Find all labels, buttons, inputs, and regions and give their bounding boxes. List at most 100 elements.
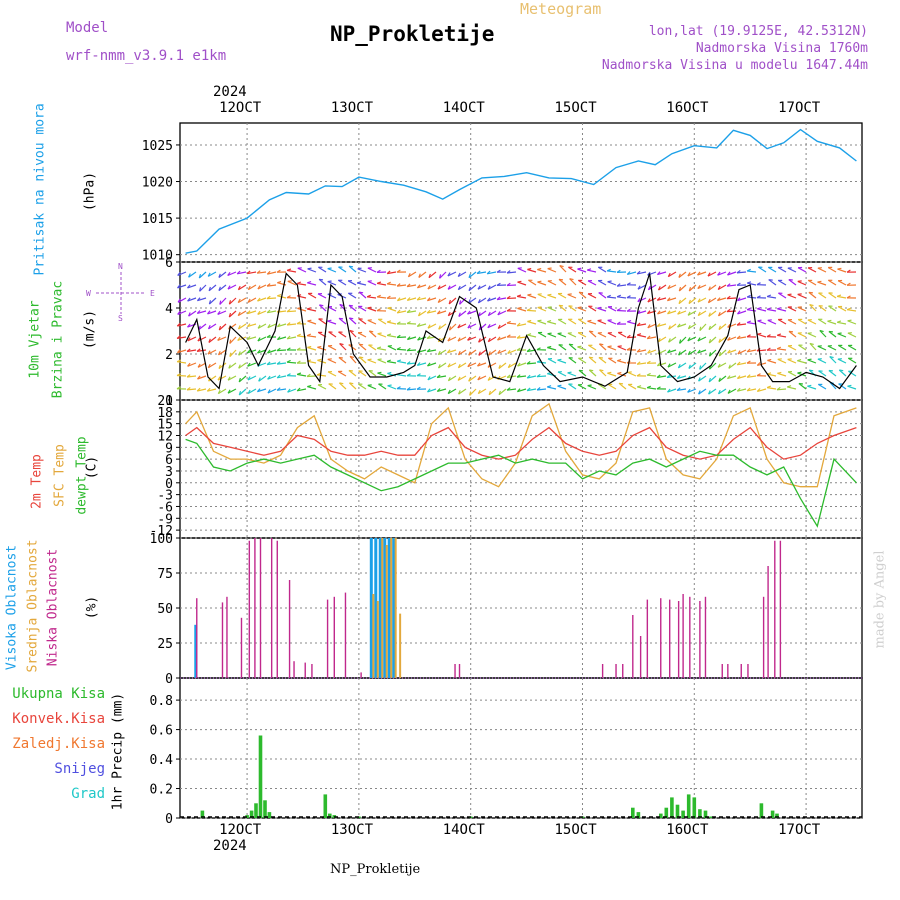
wind-arrow — [417, 284, 427, 289]
wind-arrow — [828, 305, 837, 312]
wind-arrow — [397, 297, 407, 302]
wind-arrow — [838, 369, 847, 377]
wind-arrow — [598, 357, 607, 364]
wind-arrow-head — [277, 281, 282, 284]
wind-arrow — [457, 375, 467, 381]
wind-arrow — [448, 375, 457, 382]
wind-arrow — [588, 344, 597, 351]
wind-arrow-head — [257, 297, 261, 302]
wind-arrow — [737, 349, 747, 355]
wind-arrow-head — [678, 273, 681, 278]
wind-arrow-head — [306, 333, 312, 337]
wind-arrow — [187, 336, 197, 342]
wind-arrow-head — [416, 296, 421, 301]
wind-arrow — [837, 344, 847, 351]
wind-arrow — [699, 362, 707, 370]
wind-arrow-head — [176, 322, 181, 327]
wind-arrow — [318, 318, 327, 325]
wind-arrow — [777, 308, 787, 312]
wind-arrow — [357, 332, 367, 338]
wind-arrow — [376, 282, 387, 286]
wind-arrow — [287, 388, 297, 393]
wind-arrow — [577, 318, 587, 325]
wind-arrow — [828, 292, 837, 299]
wind-arrow — [257, 323, 267, 329]
wind-arrow — [588, 330, 597, 338]
wind-arrow — [847, 320, 857, 325]
wind-arrow-head — [757, 332, 762, 335]
wind-arrow-head — [837, 267, 842, 270]
wind-arrow-head — [296, 281, 302, 285]
wind-arrow-head — [227, 389, 231, 394]
wind-arrow — [617, 372, 627, 377]
compass-n-label: N — [118, 262, 123, 271]
wind-arrow — [637, 334, 647, 338]
wind-arrow — [347, 292, 357, 299]
wind-arrow-head — [447, 389, 451, 394]
footer-station-name: NP_Prokletije — [330, 862, 421, 877]
wind-arrow — [238, 362, 247, 369]
wind-arrow — [197, 336, 207, 342]
wind-arrow-head — [349, 317, 354, 320]
wind-arrow — [637, 362, 647, 365]
wind-arrow — [547, 346, 557, 351]
wind-arrow — [497, 349, 507, 355]
y-tick-label: -9 — [157, 512, 173, 527]
wind-arrow-head — [746, 268, 751, 272]
precip-bar — [659, 813, 663, 818]
wind-arrow-head — [376, 294, 381, 298]
wind-arrow-head — [406, 387, 411, 391]
wind-arrow — [797, 332, 807, 338]
wind-arrow — [317, 346, 327, 351]
wind-arrow-head — [678, 299, 681, 304]
precip-bar — [328, 813, 332, 818]
wind-arrow-head — [227, 285, 231, 290]
wind-arrow-head — [296, 360, 301, 364]
wind-arrow — [747, 270, 757, 273]
wind-arrow-head — [387, 306, 392, 309]
wind-arrow-head — [497, 324, 501, 329]
wind-arrow-head — [646, 310, 651, 315]
wind-arrow — [417, 297, 427, 301]
wind-arrow — [207, 349, 217, 355]
wind-arrow — [247, 375, 257, 381]
wind-arrow — [607, 372, 617, 377]
wind-arrow — [257, 349, 267, 354]
wind-arrow — [478, 297, 487, 304]
wind-arrow — [238, 375, 247, 383]
wind-arrow-head — [237, 311, 241, 316]
wind-arrow — [218, 362, 227, 370]
wind-arrow — [588, 356, 597, 364]
wind-arrow — [607, 306, 617, 312]
wind-arrow-head — [296, 321, 301, 325]
wind-arrow-head — [746, 374, 751, 378]
wind-arrow — [237, 310, 247, 317]
wind-arrow-head — [228, 364, 231, 369]
wind-arrow — [688, 362, 697, 369]
wind-arrow — [847, 332, 857, 338]
wind-arrow-head — [727, 389, 731, 394]
wind-arrow-head — [836, 320, 842, 323]
wind-arrow-head — [777, 371, 782, 374]
wind-arrow-head — [387, 384, 392, 387]
wind-arrow — [687, 271, 697, 277]
wind-arrow-head — [526, 374, 531, 379]
wind-arrow — [567, 332, 577, 338]
wind-arrow-head — [599, 369, 604, 372]
wind-arrow — [218, 349, 227, 356]
wind-arrow-head — [187, 323, 191, 328]
wind-arrow — [198, 323, 207, 330]
wind-arrow — [737, 388, 747, 392]
wind-arrow — [727, 349, 737, 354]
wind-arrow — [258, 375, 267, 382]
wind-arrow-head — [527, 293, 532, 296]
wind-arrow — [368, 344, 377, 351]
wind-arrow — [569, 278, 577, 286]
wind-arrow-head — [718, 377, 721, 382]
wind-arrow — [427, 323, 437, 329]
model-name: wrf-nmm_v3.9.1 e1km — [66, 48, 227, 64]
wind-arrow-head — [677, 364, 681, 369]
wind-arrow-head — [359, 356, 364, 359]
wind-arrow — [349, 355, 357, 364]
wind-arrow-head — [477, 376, 481, 381]
